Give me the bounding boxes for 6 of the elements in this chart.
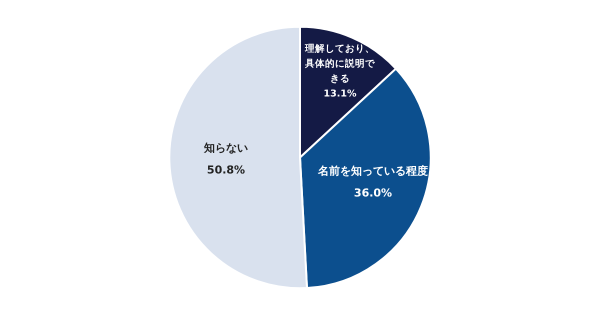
data-label: 13.1% (324, 88, 357, 100)
slice-label: 知らない (203, 142, 248, 155)
slice-label: 名前を知っている程度 (317, 164, 428, 178)
data-label: 36.0% (354, 186, 392, 200)
slice-label: 理解しており、具体的に説明できる (304, 42, 376, 84)
data-label: 50.8% (206, 164, 246, 177)
